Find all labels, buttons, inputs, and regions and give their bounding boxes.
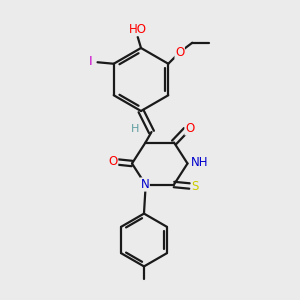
Text: H: H (131, 124, 139, 134)
Text: HO: HO (128, 22, 146, 36)
Text: S: S (191, 179, 199, 193)
Text: O: O (185, 122, 194, 135)
Text: N: N (140, 178, 149, 191)
Text: O: O (175, 46, 184, 59)
Text: I: I (89, 55, 92, 68)
Text: O: O (109, 155, 118, 168)
Text: NH: NH (191, 155, 209, 169)
